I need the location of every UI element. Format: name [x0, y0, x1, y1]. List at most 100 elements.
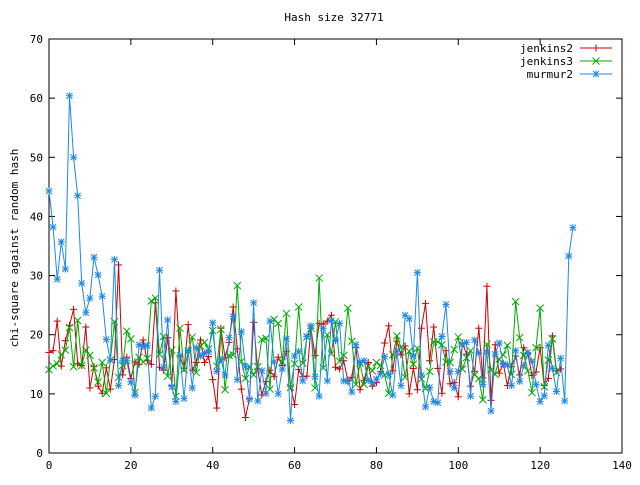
data-point-jenkins3-87: [401, 373, 409, 382]
data-point-jenkins3-103: [466, 346, 475, 355]
data-point-murmur2-41: [213, 367, 221, 375]
data-point-murmur2-102: [462, 338, 470, 346]
data-point-jenkins3-102: [462, 353, 471, 362]
x-tick-label-2: 40: [206, 459, 219, 472]
data-point-murmur2-93: [426, 383, 434, 391]
data-point-jenkins2-108: [487, 396, 495, 404]
data-point-murmur2-10: [86, 294, 94, 302]
data-point-jenkins3-1: [49, 362, 57, 370]
data-point-murmur2-29: [164, 316, 172, 324]
y-tick-label-2: 20: [30, 329, 43, 342]
data-point-jenkins3-105: [474, 374, 483, 383]
data-point-jenkins3-9: [81, 346, 90, 354]
data-point-murmur2-73: [344, 377, 352, 385]
data-point-murmur2-117: [524, 348, 532, 356]
data-point-jenkins2-107: [483, 282, 491, 290]
data-point-murmur2-127: [565, 252, 573, 260]
data-point-murmur2-66: [315, 392, 323, 400]
data-point-murmur2-81: [377, 370, 385, 378]
data-point-jenkins3-12: [94, 378, 102, 386]
data-point-murmur2-109: [491, 350, 499, 358]
data-point-murmur2-36: [192, 344, 200, 352]
data-point-jenkins3-32: [176, 324, 184, 333]
data-point-jenkins3-8: [77, 361, 86, 370]
data-point-murmur2-112: [503, 361, 511, 369]
data-point-murmur2-59: [286, 416, 294, 424]
data-point-murmur2-80: [372, 375, 380, 383]
data-point-jenkins3-20: [127, 335, 135, 343]
data-point-jenkins3-26: [151, 294, 160, 302]
data-point-jenkins2-89: [409, 364, 417, 372]
data-point-jenkins3-13: [98, 358, 107, 367]
x-tick-label-5: 100: [448, 459, 468, 472]
data-point-murmur2-55: [270, 358, 278, 366]
data-point-murmur2-28: [160, 363, 168, 371]
data-point-murmur2-71: [336, 319, 344, 327]
data-point-murmur2-42: [217, 356, 225, 364]
data-point-murmur2-51: [254, 397, 262, 405]
data-point-jenkins3-53: [262, 334, 270, 343]
data-point-murmur2-21: [131, 391, 139, 399]
data-point-jenkins2-6: [70, 305, 78, 313]
data-point-jenkins3-4: [61, 346, 70, 354]
data-point-murmur2-115: [516, 377, 524, 385]
data-point-murmur2-91: [417, 371, 425, 379]
data-point-murmur2-25: [147, 404, 155, 412]
data-point-murmur2-22: [135, 341, 143, 349]
data-point-murmur2-46: [233, 376, 241, 384]
x-tick-label-0: 0: [46, 459, 53, 472]
data-point-murmur2-20: [127, 378, 135, 386]
data-point-murmur2-24: [143, 341, 151, 349]
data-point-murmur2-85: [393, 347, 401, 355]
data-point-jenkins2-70: [332, 363, 339, 371]
data-point-jenkins3-73: [343, 304, 352, 312]
y-tick-label-6: 60: [30, 92, 43, 105]
data-point-murmur2-124: [553, 387, 561, 395]
data-point-jenkins2-31: [172, 287, 180, 295]
data-point-jenkins3-10: [86, 351, 94, 360]
data-point-murmur2-37: [196, 352, 204, 360]
x-tick-label-4: 80: [370, 459, 383, 472]
data-point-jenkins2-74: [348, 373, 356, 381]
data-point-murmur2-27: [156, 266, 164, 274]
data-point-jenkins3-6: [69, 362, 78, 371]
data-point-jenkins3-98: [446, 358, 454, 367]
data-point-murmur2-122: [544, 341, 552, 349]
data-point-jenkins3-83: [384, 389, 393, 398]
data-point-murmur2-44: [225, 334, 233, 342]
data-point-murmur2-126: [561, 397, 569, 405]
data-point-jenkins2-88: [405, 390, 413, 398]
legend-label-jenkins2: jenkins2: [520, 42, 573, 55]
data-point-murmur2-45: [229, 312, 237, 320]
data-point-jenkins3-80: [372, 358, 381, 367]
data-point-jenkins3-29: [163, 372, 172, 380]
y-tick-label-0: 0: [36, 447, 43, 460]
data-point-jenkins3-112: [503, 341, 512, 350]
data-point-jenkins3-2: [53, 359, 62, 368]
data-point-murmur2-69: [327, 317, 335, 325]
data-point-jenkins2-40: [209, 376, 217, 384]
data-point-murmur2-68: [323, 377, 331, 385]
data-point-murmur2-64: [307, 322, 315, 330]
data-point-murmur2-31: [172, 398, 180, 406]
data-point-jenkins2-92: [422, 299, 430, 307]
data-point-murmur2-48: [241, 363, 249, 371]
legend-marker-jenkins2: [592, 44, 600, 52]
chart-title: Hash size 32771: [284, 11, 383, 24]
data-point-jenkins3-100: [454, 333, 463, 341]
data-point-jenkins2-94: [430, 323, 438, 331]
data-point-jenkins2-71: [336, 365, 344, 373]
data-point-jenkins2-100: [454, 393, 462, 401]
data-point-jenkins2-1: [49, 347, 57, 355]
data-point-jenkins3-24: [143, 354, 152, 363]
data-point-murmur2-16: [110, 256, 118, 264]
data-point-murmur2-38: [201, 349, 209, 357]
data-point-murmur2-57: [278, 365, 286, 373]
data-point-murmur2-4: [61, 265, 69, 273]
data-point-jenkins3-99: [450, 345, 459, 354]
data-point-murmur2-82: [381, 353, 389, 361]
data-point-murmur2-89: [409, 352, 417, 360]
data-point-jenkins3-79: [368, 366, 377, 375]
